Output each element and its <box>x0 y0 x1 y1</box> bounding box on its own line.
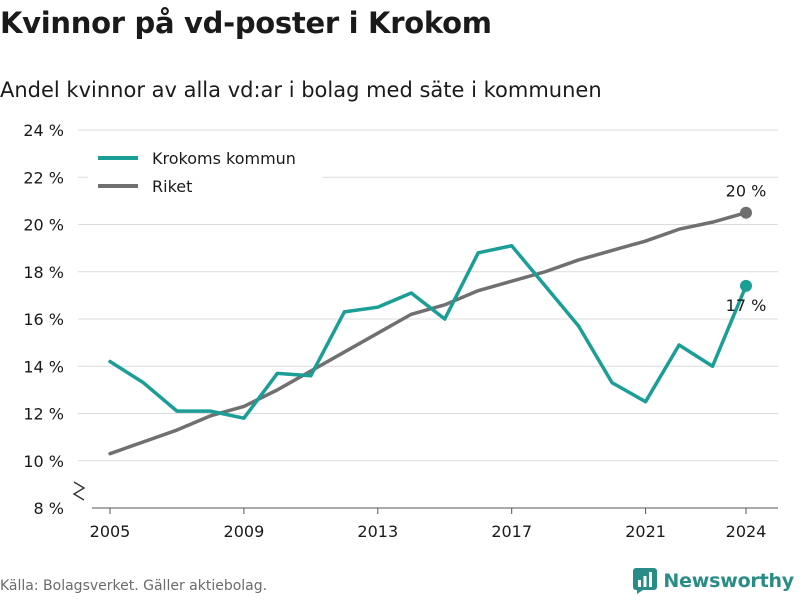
x-tick-label: 2024 <box>726 522 767 541</box>
series-line-riket <box>108 210 748 456</box>
series-line-krokoms-kommun <box>108 244 748 420</box>
y-tick-label: 24 % <box>23 121 64 140</box>
legend-label: Riket <box>152 177 192 196</box>
x-tick-label: 2013 <box>357 522 398 541</box>
end-point-krokoms-kommun <box>740 279 752 292</box>
y-tick-label: 18 % <box>23 263 64 282</box>
source-note: Källa: Bolagsverket. Gäller aktiebolag. <box>0 578 268 594</box>
y-tick-label: 14 % <box>23 357 64 376</box>
y-tick-label: 10 % <box>23 452 64 471</box>
x-tick-label: 2021 <box>625 522 666 541</box>
end-label-riket: 20 % <box>726 182 767 201</box>
axis-break-mark <box>72 481 86 501</box>
y-tick-label: 22 % <box>23 168 64 187</box>
newsworthy-logo-icon <box>633 568 658 594</box>
chart-subtitle: Andel kvinnor av alla vd:ar i bolag med … <box>0 78 602 102</box>
x-tick-label: 2005 <box>90 522 131 541</box>
brand-logo: Newsworthy <box>633 568 794 594</box>
y-tick-label: 16 % <box>23 310 64 329</box>
legend: Krokoms kommun Riket <box>88 143 323 203</box>
x-tick-label: 2017 <box>491 522 532 541</box>
end-label-krokoms-kommun: 17 % <box>726 296 767 315</box>
end-point-riket <box>740 206 752 219</box>
legend-background <box>88 143 323 203</box>
y-tick-label: 8 % <box>34 499 64 518</box>
chart-title: Kvinnor på vd-poster i Krokom <box>0 6 492 40</box>
brand-name: Newsworthy <box>663 570 794 592</box>
legend-label: Krokoms kommun <box>152 149 296 168</box>
y-tick-label: 12 % <box>23 405 64 424</box>
x-tick-label: 2009 <box>224 522 265 541</box>
y-tick-label: 20 % <box>23 216 64 235</box>
